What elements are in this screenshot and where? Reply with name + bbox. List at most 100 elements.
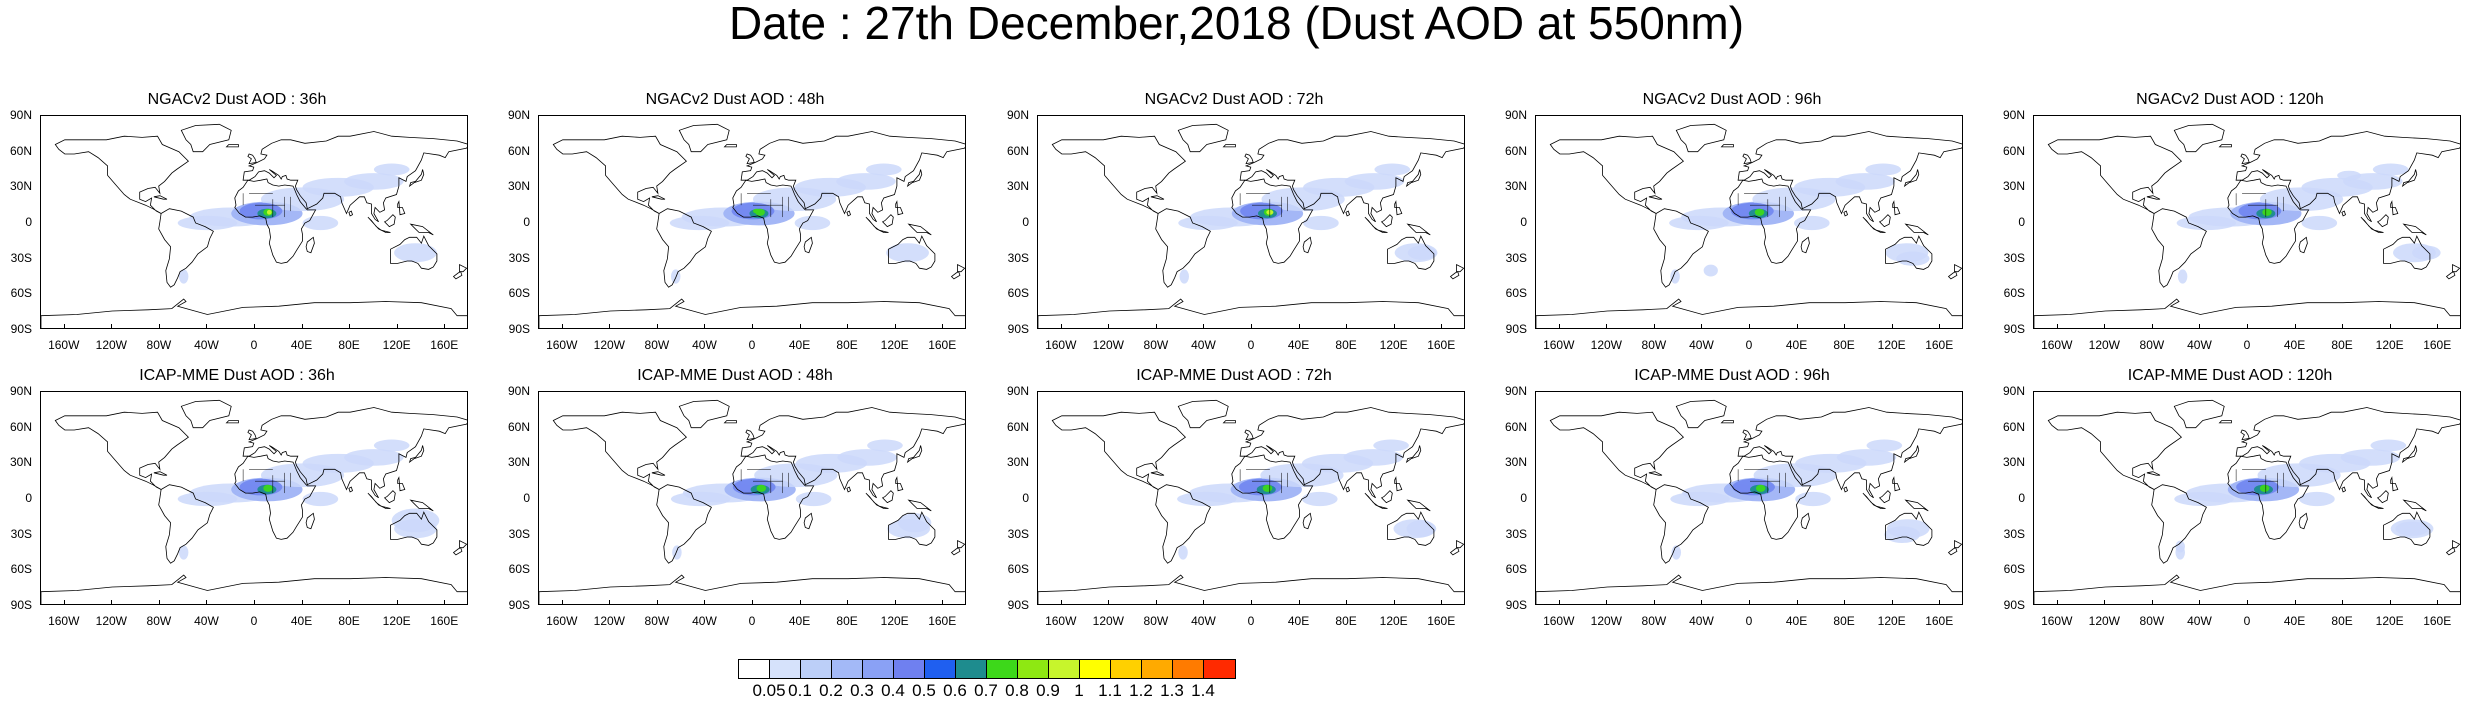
colorbar-label: 1.3 <box>1160 681 1184 700</box>
dust-contour <box>669 215 730 231</box>
dust-contour <box>756 484 767 492</box>
lon-tick <box>1441 324 1443 329</box>
lon-tick-label: 80W <box>644 614 670 628</box>
coastline <box>2390 200 2399 216</box>
coastline <box>1862 216 1877 231</box>
lon-tick <box>1558 600 1560 605</box>
lon-tick-label: 80E <box>2331 614 2353 628</box>
dust-contour <box>1406 520 1436 538</box>
dust-contour <box>1754 208 1765 216</box>
colorbar-swatch <box>1080 660 1111 678</box>
dust-contour <box>2299 491 2335 507</box>
dust-contour <box>1179 269 1189 284</box>
lon-tick-label: 0 <box>1247 338 1255 352</box>
lat-tick-label: 60N <box>2002 419 2025 434</box>
lon-tick-label: 160W <box>1543 338 1575 352</box>
lat-tick-label: 90S <box>508 598 530 612</box>
coastline <box>1377 229 1388 233</box>
lon-tick <box>942 600 944 605</box>
map-frame <box>1037 391 1465 605</box>
coastline <box>1364 216 1379 231</box>
colorbar-label: 0.1 <box>788 681 812 700</box>
dust-contour <box>266 209 272 215</box>
coastline <box>846 210 851 217</box>
lat-tick-label: 60N <box>1006 143 1029 158</box>
lat-tick-label: 60S <box>508 286 530 301</box>
coastline <box>2376 490 2389 504</box>
colorbar-label: 0.9 <box>1036 681 1060 700</box>
lat-tick-label: 60N <box>507 419 530 434</box>
dust-contour <box>1407 245 1437 260</box>
coastline <box>1885 235 1933 270</box>
coastline <box>409 223 434 236</box>
coastline <box>1904 223 1929 236</box>
world-map <box>2034 123 2460 328</box>
coastline <box>2218 144 2232 148</box>
dust-contour <box>391 508 440 533</box>
world-map <box>539 123 965 328</box>
coastline <box>2146 471 2161 476</box>
lat-tick-label: 60N <box>507 143 530 158</box>
lat-tick-label: 30N <box>2002 179 2025 194</box>
lon-tick-label: 120E <box>1379 338 1408 352</box>
lat-tick-label: 60S <box>1007 286 1029 301</box>
map-panel: ICAP-MME Dust AOD : 72h 90N 60N 30N 0 30S 60S 9… <box>999 367 1469 644</box>
lon-tick <box>847 600 849 605</box>
coastline <box>1843 210 1848 217</box>
lon-tick <box>2056 600 2058 605</box>
lat-tick-label: 60N <box>1006 419 1029 434</box>
coastline <box>740 131 965 223</box>
coastline <box>367 216 382 231</box>
coastline <box>380 505 391 509</box>
coastline <box>1244 429 1254 441</box>
dust-contour <box>2395 521 2429 536</box>
coastline <box>1536 574 1962 604</box>
lon-tick <box>752 600 753 605</box>
lon-tick-label: 80E <box>836 338 858 352</box>
coastline <box>803 512 813 530</box>
coastline <box>2146 195 2161 200</box>
dust-contour <box>1835 173 1896 190</box>
coastline <box>383 214 396 228</box>
lat-tick-label: 30N <box>1504 455 1527 470</box>
world-map <box>1536 399 1962 604</box>
lon-tick <box>1298 600 1300 605</box>
coastline <box>41 574 467 604</box>
lon-tick-label: 160E <box>928 614 957 628</box>
coastline <box>2341 210 2346 217</box>
coastline <box>1892 476 1901 492</box>
colorbar-label: 0.8 <box>1005 681 1029 700</box>
lat-tick-label: 60S <box>2003 562 2025 577</box>
lon-tick-label: 40W <box>1191 614 1216 628</box>
world-map <box>41 123 467 328</box>
lon-tick <box>2294 324 2296 329</box>
coastline <box>1903 445 1920 464</box>
lon-tick <box>254 324 255 329</box>
lat-tick-label: 90N <box>9 384 32 398</box>
coastline <box>895 476 904 492</box>
coastline <box>459 539 467 549</box>
lon-tick-label: 160W <box>2041 338 2073 352</box>
panel-title: ICAP-MME Dust AOD : 96h <box>1634 367 1830 384</box>
lon-tick-label: 160W <box>546 338 578 352</box>
lat-tick-label: 90N <box>1006 384 1029 398</box>
lat-tick-label: 0 <box>523 215 530 229</box>
lon-tick <box>1844 600 1846 605</box>
lat-tick-label: 90S <box>1007 322 1029 336</box>
lon-tick-label: 40W <box>2187 614 2212 628</box>
lon-tick-label: 160E <box>928 338 957 352</box>
lon-tick-label: 80E <box>1833 338 1855 352</box>
coastline <box>2383 511 2431 546</box>
coastline <box>957 263 965 273</box>
coastline <box>180 123 232 153</box>
panel-title: NGACv2 Dust AOD : 48h <box>645 91 825 108</box>
lon-tick-label: 0 <box>1247 614 1255 628</box>
coastline <box>740 407 965 499</box>
lat-tick-label: 0 <box>25 215 32 229</box>
lon-tick-label: 40E <box>1785 614 1808 628</box>
map-frame <box>40 391 468 605</box>
lon-tick <box>1203 324 1205 329</box>
dust-contour <box>1374 163 1411 176</box>
lon-tick <box>2151 324 2153 329</box>
lon-tick-label: 40W <box>1689 338 1714 352</box>
